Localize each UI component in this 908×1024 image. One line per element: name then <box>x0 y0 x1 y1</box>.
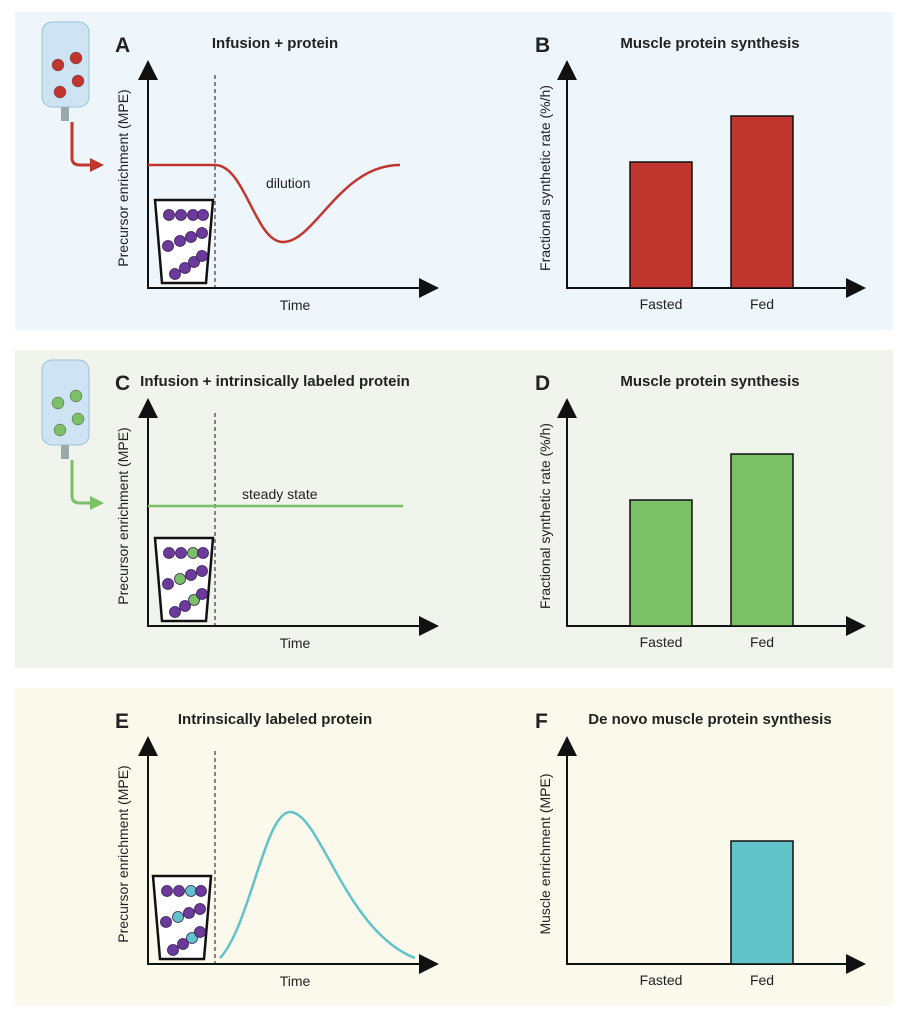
panel-letter: F <box>535 710 548 733</box>
x-axis-label: Time <box>280 973 311 989</box>
bag-bead <box>69 51 83 65</box>
protein-cup <box>151 874 213 961</box>
bead <box>163 547 175 559</box>
panel-letter: E <box>115 710 129 733</box>
bar <box>629 499 693 627</box>
panel-letter: C <box>115 372 130 395</box>
x-axis-label: Time <box>280 297 311 313</box>
x-tick-label: Fasted <box>640 634 683 650</box>
enrichment-curve <box>148 163 401 244</box>
panel-title: Infusion + intrinsically labeled protein <box>140 373 410 390</box>
bead <box>172 911 184 923</box>
protein-cup <box>153 198 215 285</box>
tube <box>70 460 92 505</box>
panel-title: Muscle protein synthesis <box>620 373 799 390</box>
bead <box>187 209 199 221</box>
bead <box>194 926 206 938</box>
bead <box>169 268 181 280</box>
bag-port <box>61 445 69 459</box>
panel-title: Intrinsically labeled protein <box>178 711 372 728</box>
bead <box>173 885 185 897</box>
y-axis-label: Muscle enrichment (MPE) <box>537 773 553 934</box>
tube-arrow <box>90 158 104 172</box>
iv-bag <box>41 21 104 172</box>
bag-bead <box>53 85 67 99</box>
bar <box>730 453 794 627</box>
bag-bead <box>53 423 67 437</box>
iv-bag <box>41 359 104 510</box>
bead <box>196 227 208 239</box>
panel-title: De novo muscle protein synthesis <box>588 711 831 728</box>
bead <box>188 594 200 606</box>
bead <box>169 606 181 618</box>
bead <box>179 262 191 274</box>
bead <box>196 250 208 262</box>
bag-port <box>61 107 69 121</box>
bar <box>629 161 693 289</box>
x-tick-label: Fed <box>750 296 774 312</box>
bead <box>185 885 197 897</box>
panel-title: Infusion + protein <box>212 35 338 52</box>
bead <box>160 916 172 928</box>
bead <box>163 209 175 221</box>
tube-arrow <box>90 496 104 510</box>
bead <box>167 944 179 956</box>
bar <box>730 115 794 289</box>
panel-letter: A <box>115 34 130 57</box>
bag-bead <box>69 389 83 403</box>
y-axis-label: Precursor enrichment (MPE) <box>115 427 131 604</box>
bead <box>183 907 195 919</box>
enrichment-curve <box>219 810 416 960</box>
bead <box>174 235 186 247</box>
x-tick-label: Fasted <box>640 972 683 988</box>
bead <box>175 547 187 559</box>
curve-annotation: dilution <box>266 175 310 191</box>
curve-annotation: steady state <box>242 486 318 502</box>
bar <box>730 840 794 965</box>
y-axis-label: Fractional synthetic rate (%/h) <box>537 423 553 609</box>
bag-bead <box>51 396 65 410</box>
bead <box>174 573 186 585</box>
bead <box>195 885 207 897</box>
x-tick-label: Fed <box>750 972 774 988</box>
bead <box>186 932 198 944</box>
bead <box>187 547 199 559</box>
bead <box>175 209 187 221</box>
bead <box>188 256 200 268</box>
bead <box>185 569 197 581</box>
bead <box>196 565 208 577</box>
bag-bead <box>51 58 65 72</box>
bead <box>197 209 209 221</box>
x-tick-label: Fasted <box>640 296 683 312</box>
panel-letter: B <box>535 34 550 57</box>
bag-bead <box>71 412 85 426</box>
panel-title: Muscle protein synthesis <box>620 35 799 52</box>
x-tick-label: Fed <box>750 634 774 650</box>
bag-bead <box>71 74 85 88</box>
bead <box>179 600 191 612</box>
y-axis-label: Fractional synthetic rate (%/h) <box>537 85 553 271</box>
bead <box>162 240 174 252</box>
bead <box>162 578 174 590</box>
y-axis-label: Precursor enrichment (MPE) <box>115 89 131 266</box>
bead <box>194 903 206 915</box>
bead <box>196 588 208 600</box>
bead <box>161 885 173 897</box>
x-axis-label: Time <box>280 635 311 651</box>
bead <box>177 938 189 950</box>
bead <box>197 547 209 559</box>
panel-letter: D <box>535 372 550 395</box>
protein-cup <box>153 536 215 623</box>
tube <box>70 122 92 167</box>
y-axis-label: Precursor enrichment (MPE) <box>115 765 131 942</box>
bead <box>185 231 197 243</box>
